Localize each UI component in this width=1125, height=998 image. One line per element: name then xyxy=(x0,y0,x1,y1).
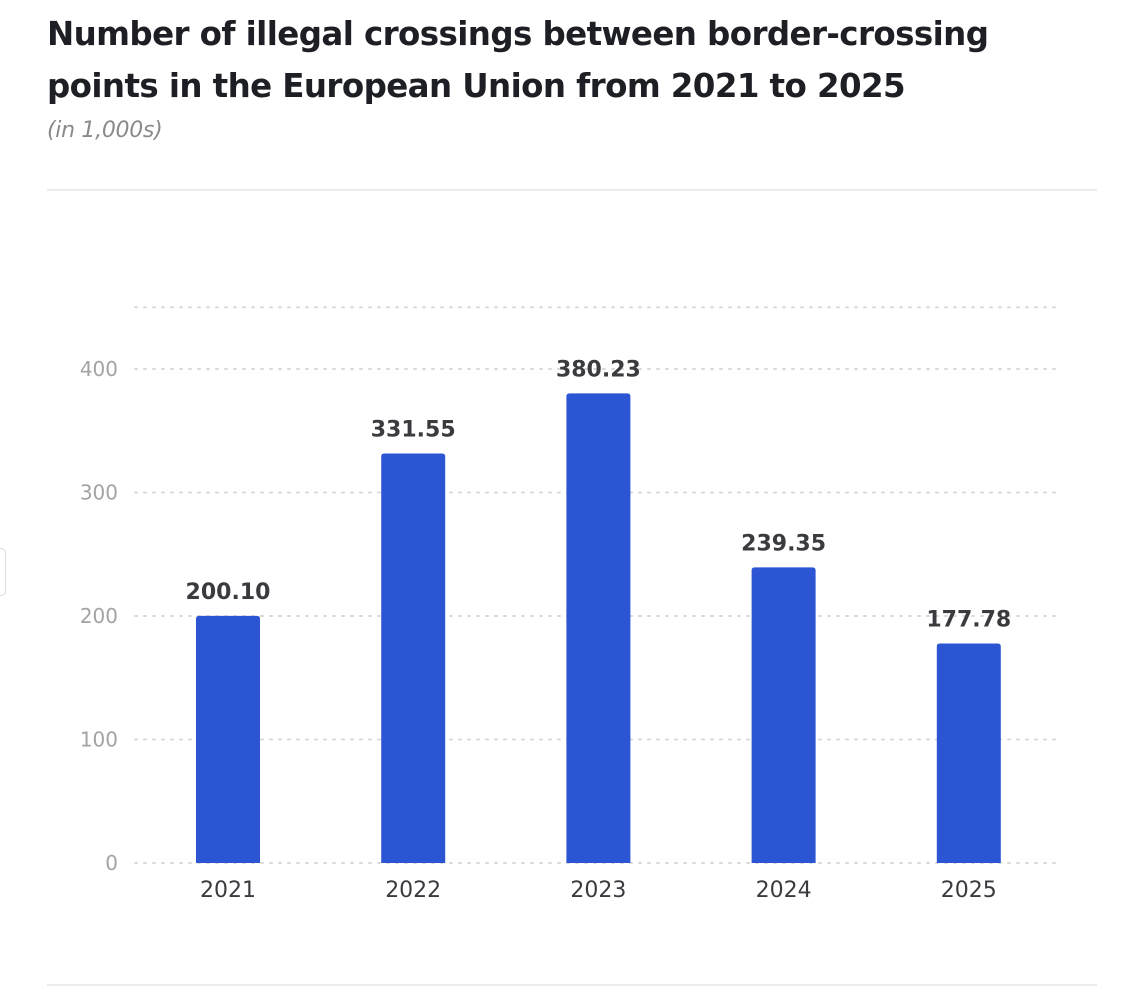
data-label-2024: 239.35 xyxy=(741,531,826,556)
x-tick-label-2023: 2023 xyxy=(570,878,626,903)
bar-2022 xyxy=(381,453,446,863)
data-label-2025: 177.78 xyxy=(926,607,1011,632)
y-tick-label: 400 xyxy=(80,357,118,381)
side-tab-handle[interactable] xyxy=(0,548,6,596)
y-tick-label: 300 xyxy=(80,481,118,505)
top-divider xyxy=(47,189,1097,191)
bar-2025 xyxy=(936,643,1001,863)
x-tick-label-2024: 2024 xyxy=(756,878,812,903)
gridlines xyxy=(134,306,1061,864)
bar-2021 xyxy=(196,615,260,863)
bar-2023 xyxy=(566,393,631,863)
y-axis-ticks: 0 100 200 300 400 xyxy=(80,357,118,875)
data-labels: 200.10 331.55 380.23 239.35 177.78 xyxy=(186,357,1012,632)
x-tick-label-2025: 2025 xyxy=(941,878,997,903)
x-axis-ticks: 2021 2022 2023 2024 2025 xyxy=(200,878,997,903)
bar-2024 xyxy=(751,567,816,863)
y-tick-label: 200 xyxy=(80,604,118,628)
chart-subtitle: (in 1,000s) xyxy=(47,118,163,143)
data-label-2022: 331.55 xyxy=(371,418,456,443)
bars xyxy=(196,393,1001,863)
data-label-2023: 380.23 xyxy=(556,357,641,382)
chart-title: Number of illegal crossings between bord… xyxy=(47,15,989,105)
bottom-divider xyxy=(47,984,1097,986)
y-tick-label: 0 xyxy=(105,851,118,875)
y-tick-label: 100 xyxy=(80,728,118,752)
x-tick-label-2022: 2022 xyxy=(385,878,441,903)
data-label-2021: 200.10 xyxy=(186,580,271,605)
x-tick-label-2021: 2021 xyxy=(200,878,256,903)
